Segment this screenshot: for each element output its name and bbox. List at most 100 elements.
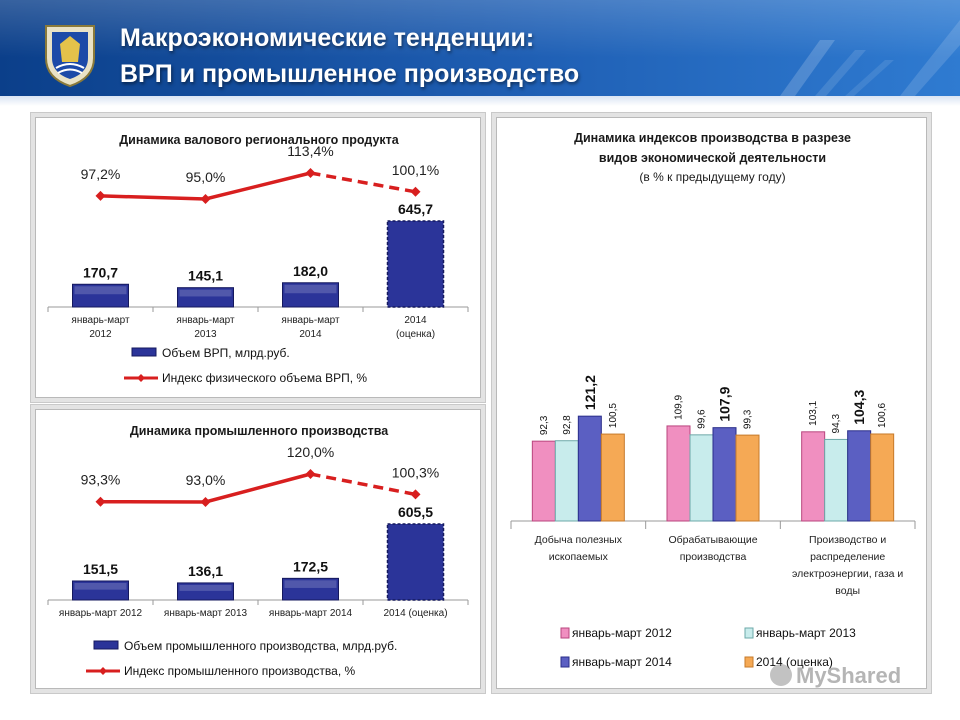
industry-bar-label: 136,1 bbox=[188, 563, 223, 579]
indices-chart-panel: Динамика индексов производства в разрезе… bbox=[496, 117, 927, 689]
indices-bar bbox=[847, 430, 872, 522]
grp-index-label: 100,1% bbox=[392, 162, 439, 178]
grp-category-label: 2014 bbox=[299, 329, 322, 340]
industry-bar-highlight bbox=[74, 582, 127, 590]
grp-category-label: январь-март bbox=[281, 315, 340, 326]
industry-bar-highlight bbox=[179, 584, 232, 591]
watermark-logo-icon bbox=[770, 664, 792, 686]
industry-index-marker bbox=[95, 496, 106, 507]
industry-bar-label: 172,5 bbox=[293, 558, 328, 574]
page-title-line2: ВРП и промышленное производство bbox=[120, 60, 580, 88]
industry-bar bbox=[72, 580, 129, 601]
grp-legend-bar-swatch bbox=[131, 347, 157, 357]
indices-bar bbox=[801, 431, 826, 522]
header-banner: Макроэкономические тенденции: ВРП и пром… bbox=[0, 0, 960, 96]
industry-index-line-forecast bbox=[310, 472, 416, 497]
watermark-text: MyShared bbox=[796, 663, 902, 688]
grp-bar bbox=[386, 220, 445, 308]
indices-bar-label: 107,9 bbox=[717, 386, 733, 421]
indices-bar bbox=[870, 433, 895, 522]
indices-bar-label: 99,6 bbox=[697, 409, 708, 429]
indices-legend-swatch bbox=[560, 627, 570, 639]
indices-bar-label: 103,1 bbox=[808, 400, 819, 425]
grp-legend-bar-text: Объем ВРП, млрд.руб. bbox=[162, 346, 290, 360]
indices-bar-label: 121,2 bbox=[582, 375, 598, 410]
industry-category-label: январь-март 2013 bbox=[164, 608, 248, 619]
indices-bar-label: 104,3 bbox=[851, 390, 867, 425]
indices-category-label: производства bbox=[680, 551, 747, 563]
grp-chart-svg: 170,7 январь-март 2012 145,1 январь-март 2013… bbox=[47, 143, 469, 385]
indices-legend-text: 2014 (оценка) bbox=[756, 655, 833, 669]
indices-chart-title: Динамика индексов производства в разрезе bbox=[574, 131, 851, 145]
grp-index-marker bbox=[410, 186, 421, 197]
grp-legend-line-marker bbox=[137, 374, 145, 382]
watermark: MyShared bbox=[770, 663, 930, 689]
indices-chart-subtitle: (в % к предыдущему году) bbox=[639, 170, 786, 184]
grp-bar-highlight bbox=[74, 286, 127, 295]
grp-index-marker bbox=[200, 194, 211, 204]
indices-legend-swatch bbox=[744, 656, 754, 668]
industry-index-label: 120,0% bbox=[287, 444, 334, 460]
grp-index-label: 95,0% bbox=[186, 169, 226, 185]
header-stripes bbox=[780, 20, 960, 96]
grp-bar-label: 645,7 bbox=[398, 201, 433, 217]
grp-index-label: 113,4% bbox=[287, 143, 333, 159]
indices-category-label: Обрабатывающие bbox=[668, 534, 757, 546]
indices-category-label: Производство и bbox=[809, 534, 886, 546]
page-title: Макроэкономические тенденции: ВРП и пром… bbox=[120, 20, 579, 92]
indices-legend-swatch bbox=[560, 656, 570, 668]
indices-bar-label: 92,3 bbox=[539, 415, 550, 435]
grp-bar bbox=[72, 283, 129, 308]
grp-bar-label: 145,1 bbox=[188, 268, 223, 284]
indices-category-label: воды bbox=[835, 585, 860, 597]
industry-chart-title: Динамика промышленного производства bbox=[129, 424, 389, 438]
indices-bar-label: 100,6 bbox=[877, 403, 888, 428]
industry-category-label: январь-март 2014 bbox=[269, 608, 353, 619]
grp-category-label: 2014 bbox=[404, 315, 427, 326]
indices-bar-label: 100,5 bbox=[608, 403, 619, 428]
grp-bar-highlight bbox=[284, 284, 337, 294]
indices-category-label: распределение bbox=[810, 551, 885, 563]
grp-category-label: 2013 bbox=[194, 329, 217, 340]
industry-legend-line-marker bbox=[99, 667, 107, 675]
grp-index-marker bbox=[305, 168, 316, 178]
industry-bar bbox=[386, 523, 445, 601]
grp-bar-label: 170,7 bbox=[83, 264, 118, 280]
grp-bar bbox=[177, 287, 234, 308]
indices-bar bbox=[577, 415, 602, 522]
industry-legend-bar-swatch bbox=[93, 640, 119, 650]
industry-category-label: январь-март 2012 bbox=[59, 608, 143, 619]
grp-category-label: 2012 bbox=[89, 329, 112, 340]
industry-bar bbox=[177, 582, 234, 601]
industry-legend-line-text: Индекс промышленного производства, % bbox=[124, 664, 356, 678]
indices-bar-label: 99,3 bbox=[743, 409, 754, 429]
grp-index-line-forecast bbox=[310, 171, 416, 194]
industry-index-marker bbox=[305, 469, 316, 479]
industry-legend-bar-text: Объем промышленного производства, млрд.р… bbox=[124, 639, 397, 653]
indices-legend-text: январь-март 2013 bbox=[756, 626, 856, 640]
industry-chart-svg: 151,5 январь-март 2012 136,1 январь-март 20… bbox=[47, 444, 469, 678]
industry-index-label: 93,3% bbox=[81, 472, 121, 488]
indices-bar bbox=[712, 427, 737, 522]
header-glow bbox=[0, 0, 960, 96]
industry-bar-highlight bbox=[284, 580, 337, 588]
grp-index-marker bbox=[95, 190, 106, 201]
coat-of-arms-icon bbox=[45, 25, 95, 88]
industry-index-label: 93,0% bbox=[186, 472, 226, 488]
indices-bar bbox=[531, 440, 556, 522]
indices-bar-label: 109,9 bbox=[674, 394, 685, 419]
page-title-line1: Макроэкономические тенденции: bbox=[120, 24, 535, 52]
indices-bar bbox=[824, 438, 849, 522]
grp-bar-label: 182,0 bbox=[293, 263, 328, 279]
header-bottom-shade bbox=[0, 96, 960, 106]
indices-bar bbox=[666, 425, 691, 522]
indices-category-label: ископаемых bbox=[549, 551, 609, 563]
indices-bar bbox=[735, 434, 760, 522]
grp-category-label: январь-март bbox=[176, 315, 235, 326]
industry-bar bbox=[282, 577, 339, 601]
industry-index-marker bbox=[410, 489, 421, 500]
industry-bar-label: 605,5 bbox=[398, 504, 433, 520]
indices-bar bbox=[554, 440, 579, 522]
indices-legend-text: январь-март 2012 bbox=[572, 626, 672, 640]
grp-bar bbox=[282, 282, 339, 308]
